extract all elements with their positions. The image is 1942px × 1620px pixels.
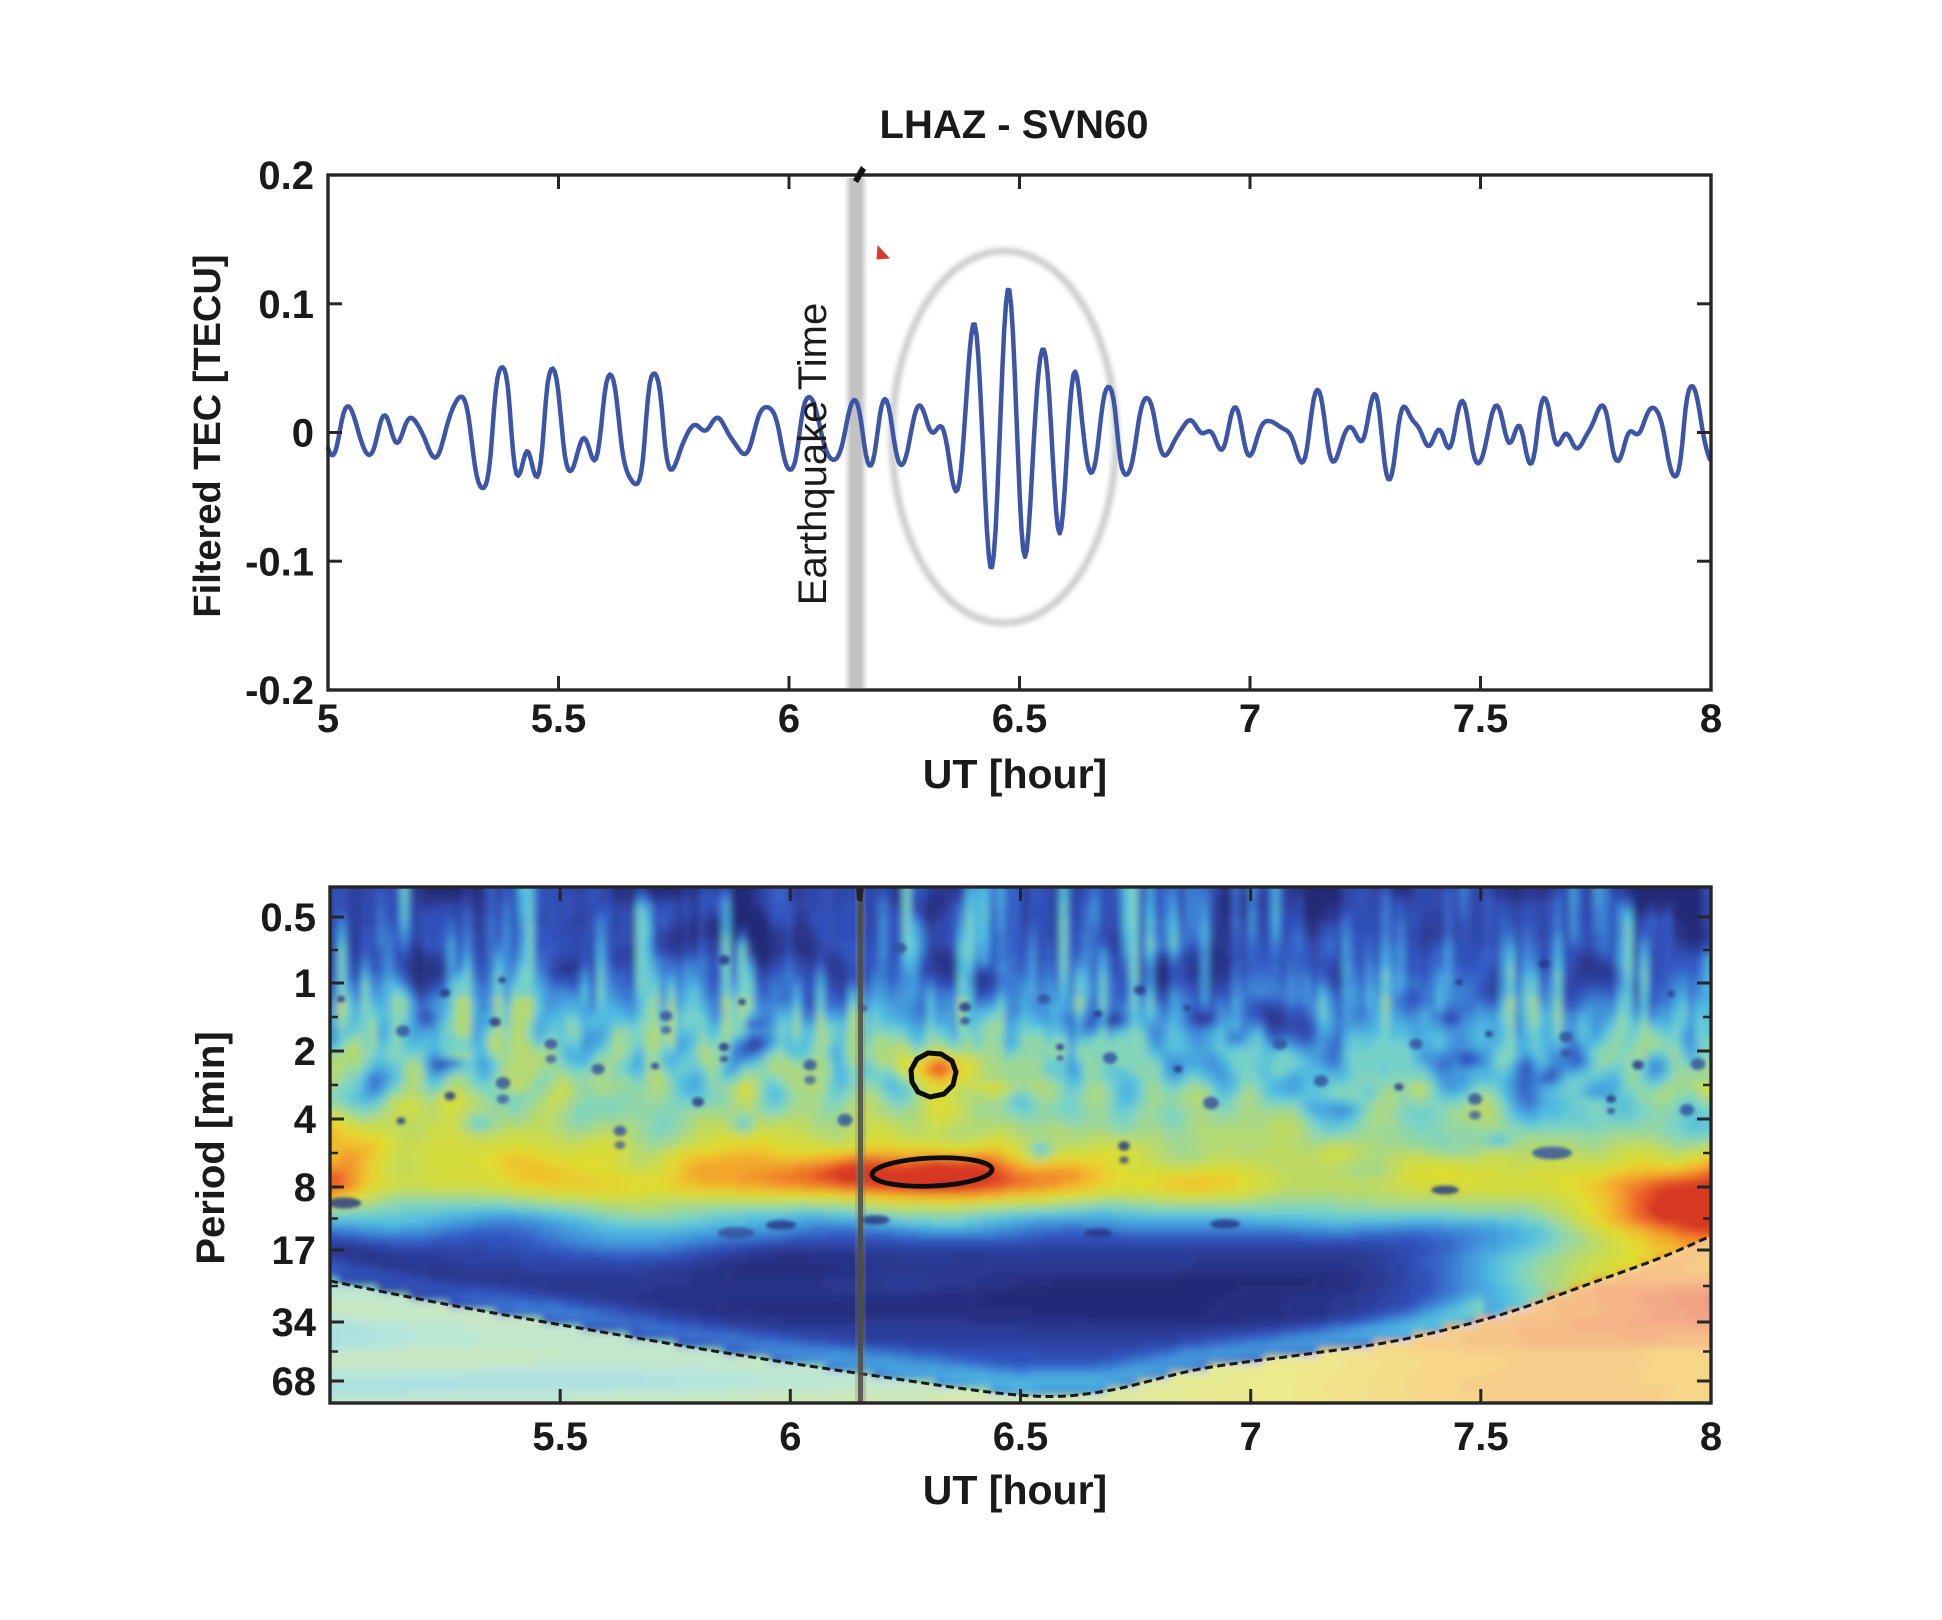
svg-text:7: 7 [1239, 697, 1261, 741]
svg-text:LHAZ - SVN60: LHAZ - SVN60 [880, 103, 1149, 147]
svg-text:5.5: 5.5 [532, 1415, 588, 1459]
svg-text:5.5: 5.5 [531, 697, 587, 741]
svg-text:6: 6 [779, 1415, 801, 1459]
svg-text:Period [min]: Period [min] [189, 1031, 233, 1264]
svg-text:68: 68 [272, 1360, 317, 1404]
svg-text:-0.1: -0.1 [245, 540, 314, 584]
svg-text:UT [hour]: UT [hour] [923, 751, 1107, 797]
svg-text:17: 17 [272, 1229, 317, 1273]
svg-text:34: 34 [272, 1301, 317, 1345]
svg-text:Filtered TEC [TECU]: Filtered TEC [TECU] [187, 254, 229, 617]
svg-text:2: 2 [294, 1030, 316, 1074]
svg-text:0.1: 0.1 [258, 283, 314, 327]
svg-text:6.5: 6.5 [992, 697, 1048, 741]
svg-text:7.5: 7.5 [1453, 697, 1509, 741]
svg-text:Earthquake Time: Earthquake Time [791, 303, 835, 605]
svg-text:5: 5 [317, 697, 339, 741]
svg-text:4: 4 [294, 1098, 317, 1142]
svg-text:8: 8 [294, 1166, 316, 1210]
svg-text:7: 7 [1240, 1415, 1262, 1459]
svg-text:-0.2: -0.2 [245, 669, 314, 713]
svg-text:0.5: 0.5 [260, 896, 316, 940]
svg-text:7.5: 7.5 [1453, 1415, 1509, 1459]
svg-text:0: 0 [292, 412, 314, 456]
svg-text:8: 8 [1700, 697, 1722, 741]
svg-text:1: 1 [294, 962, 316, 1006]
svg-text:6.5: 6.5 [993, 1415, 1049, 1459]
svg-text:0.2: 0.2 [258, 154, 314, 198]
svg-text:8: 8 [1700, 1415, 1722, 1459]
svg-text:6: 6 [778, 697, 800, 741]
svg-text:UT [hour]: UT [hour] [923, 1467, 1107, 1513]
